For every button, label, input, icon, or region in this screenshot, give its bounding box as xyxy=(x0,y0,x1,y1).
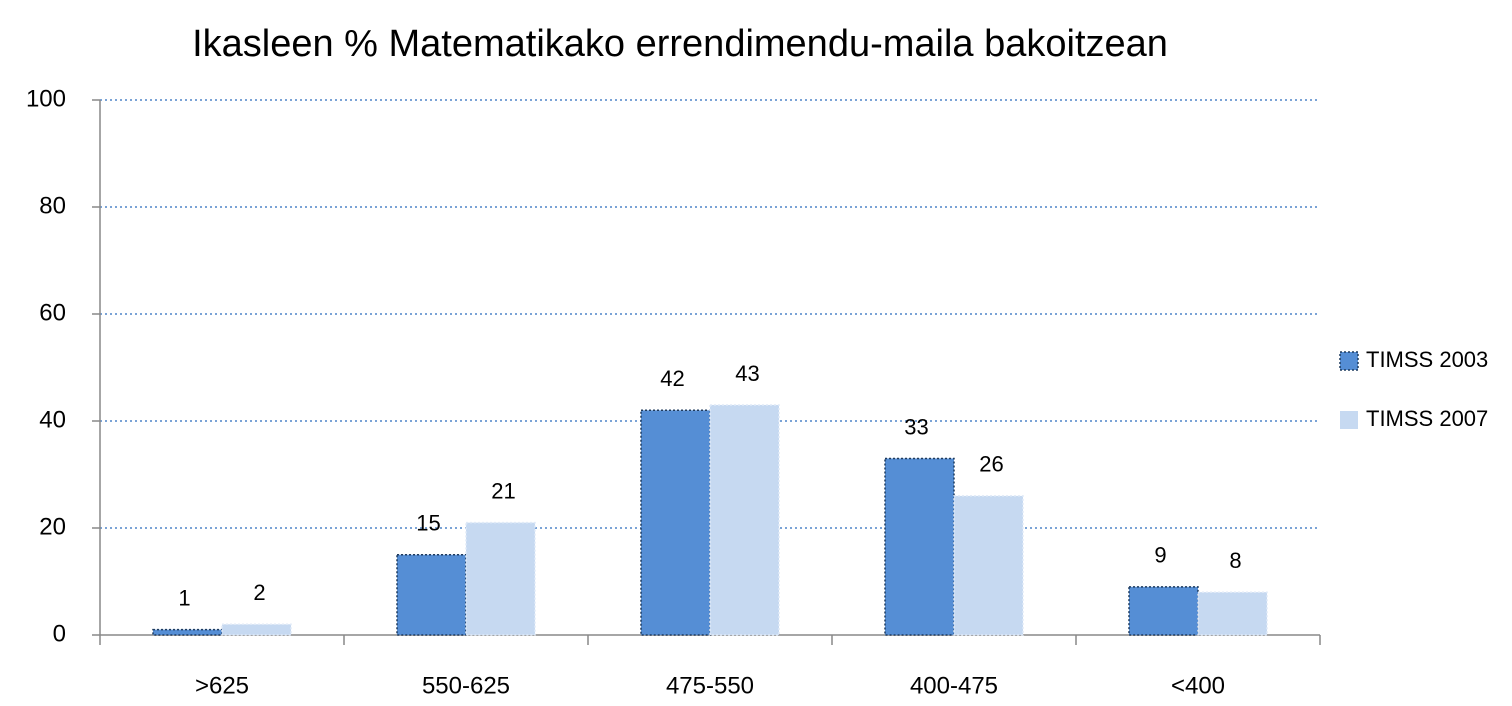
data-label: 42 xyxy=(660,366,684,391)
bar xyxy=(1128,586,1199,636)
data-label: 9 xyxy=(1154,543,1166,568)
x-tick-label: >625 xyxy=(195,672,249,699)
legend-swatch xyxy=(1340,411,1358,429)
bar xyxy=(221,623,292,636)
x-tick-label: <400 xyxy=(1171,672,1225,699)
bar xyxy=(709,404,780,636)
data-label: 21 xyxy=(491,478,515,503)
y-tick-label: 80 xyxy=(39,192,66,219)
data-label: 43 xyxy=(735,361,759,386)
x-tick-label: 400-475 xyxy=(910,672,998,699)
legend-label: TIMSS 2007 xyxy=(1366,406,1488,431)
bar xyxy=(640,409,711,636)
y-tick-label: 100 xyxy=(26,85,66,112)
data-label: 26 xyxy=(979,452,1003,477)
legend-swatch xyxy=(1339,351,1359,371)
x-tick-label: 475-550 xyxy=(666,672,754,699)
bar xyxy=(1197,591,1268,636)
y-tick-label: 40 xyxy=(39,406,66,433)
data-label: 8 xyxy=(1229,548,1241,573)
legend-label: TIMSS 2003 xyxy=(1366,347,1488,372)
data-label: 33 xyxy=(904,414,928,439)
chart-title: Ikasleen % Matematikako errendimendu-mai… xyxy=(192,23,1168,65)
y-tick-label: 60 xyxy=(39,299,66,326)
bar xyxy=(396,554,467,636)
y-tick-label: 20 xyxy=(39,513,66,540)
data-label: 2 xyxy=(253,580,265,605)
bar xyxy=(465,521,536,636)
y-tick-label: 0 xyxy=(53,620,66,647)
data-label: 15 xyxy=(416,511,440,536)
data-label: 1 xyxy=(178,585,190,610)
x-tick-label: 550-625 xyxy=(422,672,510,699)
bar xyxy=(152,628,223,636)
bar xyxy=(884,457,955,636)
bar xyxy=(953,495,1024,636)
